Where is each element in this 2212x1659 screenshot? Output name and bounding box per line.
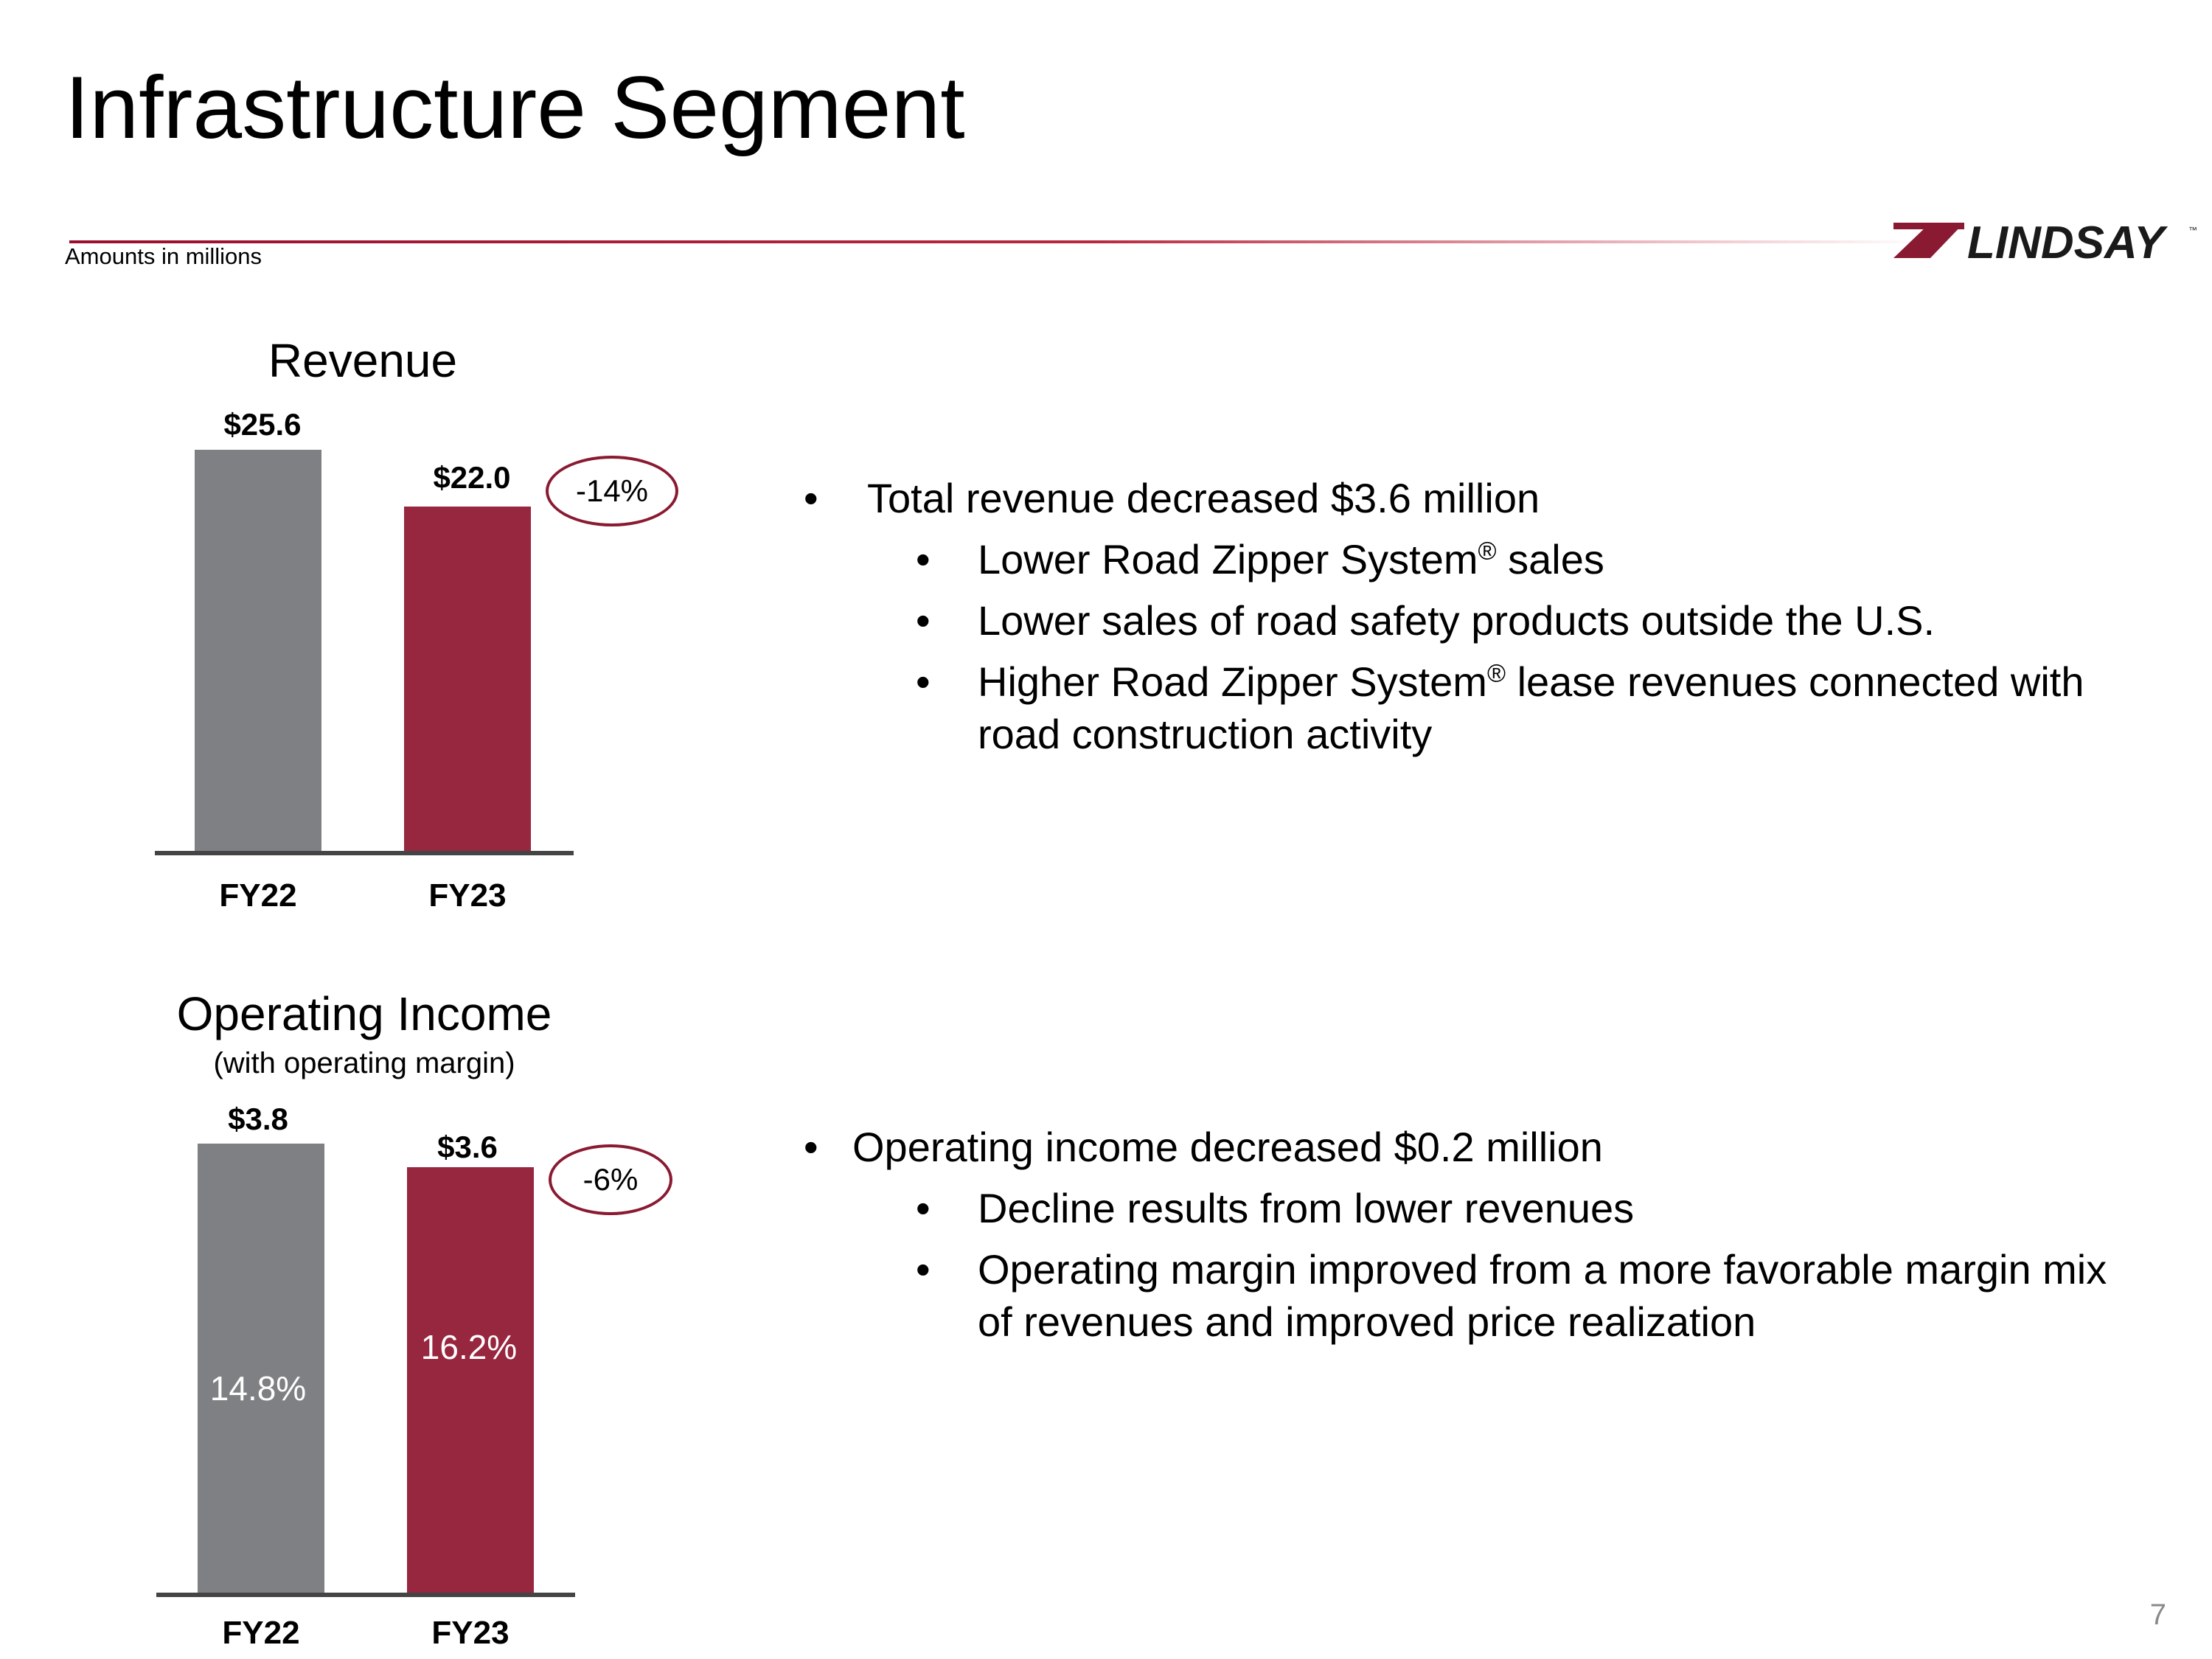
operating-income-bullet-main-text: Operating income decreased $0.2 million xyxy=(852,1124,1603,1170)
revenue-bullet-list: • Total revenue decreased $3.6 million •… xyxy=(804,472,2190,761)
revenue-bullet-sub3-text-b: lease revenues connected with xyxy=(1506,658,2084,706)
revenue-bullet-sub3-text-c: road construction activity xyxy=(978,711,1433,758)
amounts-note: Amounts in millions xyxy=(65,243,262,269)
bullet-marker: • xyxy=(916,1185,931,1232)
operating-income-fy23-bar xyxy=(407,1167,534,1593)
operating-income-bullet-list: • Operating income decreased $0.2 millio… xyxy=(804,1121,2190,1348)
operating-income-chart-title: Operating Income xyxy=(176,987,552,1040)
operating-income-fy23-value-label: $3.6 xyxy=(437,1130,498,1164)
revenue-fy23-value-label: $22.0 xyxy=(433,460,511,495)
revenue-fy22-bar xyxy=(195,450,321,852)
operating-income-bullet-sub: • Operating margin improved from a more … xyxy=(804,1243,2190,1348)
revenue-x-axis xyxy=(155,851,574,855)
logo-wordmark: LINDSAY xyxy=(1967,220,2168,268)
revenue-bullet-main: • Total revenue decreased $3.6 million xyxy=(804,472,2190,524)
registered-mark: ® xyxy=(1486,659,1506,688)
revenue-change-badge: -14% xyxy=(546,456,678,526)
revenue-tick-fy23: FY23 xyxy=(428,877,507,914)
logo-stripes-icon xyxy=(1893,223,1964,258)
revenue-bullet-sub: • Higher Road Zipper System® lease reven… xyxy=(804,655,2190,760)
page-number: 7 xyxy=(2149,1599,2166,1631)
lindsay-logo: LINDSAY ™ xyxy=(1893,220,2197,268)
revenue-bullet-main-text: Total revenue decreased $3.6 million xyxy=(867,475,1540,521)
operating-income-bullet-sub1-text: Decline results from lower revenues xyxy=(978,1185,1635,1232)
logo-trademark: ™ xyxy=(2188,225,2197,235)
operating-income-tick-fy23: FY23 xyxy=(431,1615,509,1651)
bullet-marker: • xyxy=(916,597,931,644)
page-title: Infrastructure Segment xyxy=(65,58,965,157)
operating-income-bullet-main: • Operating income decreased $0.2 millio… xyxy=(804,1121,2190,1173)
revenue-bullet-sub1-text-a: Lower Road Zipper System xyxy=(978,536,1478,583)
operating-margin-fy22-label: 14.8% xyxy=(209,1369,307,1408)
registered-mark: ® xyxy=(1478,537,1497,566)
bullet-marker: • xyxy=(916,1246,931,1293)
revenue-change-value: -14% xyxy=(575,473,649,508)
operating-income-bullet-sub2-text-b: of revenues and improved price realizati… xyxy=(978,1298,1756,1346)
revenue-bullet-sub: • Lower Road Zipper System® sales xyxy=(804,533,2190,585)
operating-margin-fy23-label: 16.2% xyxy=(420,1328,518,1366)
revenue-chart-title: Revenue xyxy=(268,334,458,387)
header-divider xyxy=(69,240,1927,243)
revenue-bullet-sub2-text: Lower sales of road safety products outs… xyxy=(978,597,1935,644)
revenue-fy22-value-label: $25.6 xyxy=(223,407,302,442)
operating-income-bullet-sub: • Decline results from lower revenues xyxy=(804,1182,2190,1234)
revenue-tick-fy22: FY22 xyxy=(219,877,297,914)
operating-income-change-badge: -6% xyxy=(549,1144,672,1215)
bullet-marker: • xyxy=(916,658,931,706)
operating-income-change-value: -6% xyxy=(582,1162,639,1197)
bullet-marker: • xyxy=(804,1124,818,1170)
operating-income-x-axis xyxy=(156,1593,575,1597)
operating-income-fy22-bar xyxy=(198,1144,324,1593)
bullet-marker: • xyxy=(916,536,931,583)
operating-income-bullet-sub2-text-a: Operating margin improved from a more fa… xyxy=(978,1246,2107,1293)
operating-income-fy22-value-label: $3.8 xyxy=(228,1102,288,1136)
bullet-marker: • xyxy=(804,475,818,521)
revenue-bullet-sub: • Lower sales of road safety products ou… xyxy=(804,594,2190,647)
operating-income-chart-subtitle: (with operating margin) xyxy=(213,1047,515,1079)
revenue-fy23-bar xyxy=(404,506,531,852)
revenue-bullet-sub1-text-b: sales xyxy=(1496,536,1604,583)
revenue-bullet-sub3-text-a: Higher Road Zipper System xyxy=(978,658,1487,706)
operating-income-tick-fy22: FY22 xyxy=(222,1615,300,1651)
